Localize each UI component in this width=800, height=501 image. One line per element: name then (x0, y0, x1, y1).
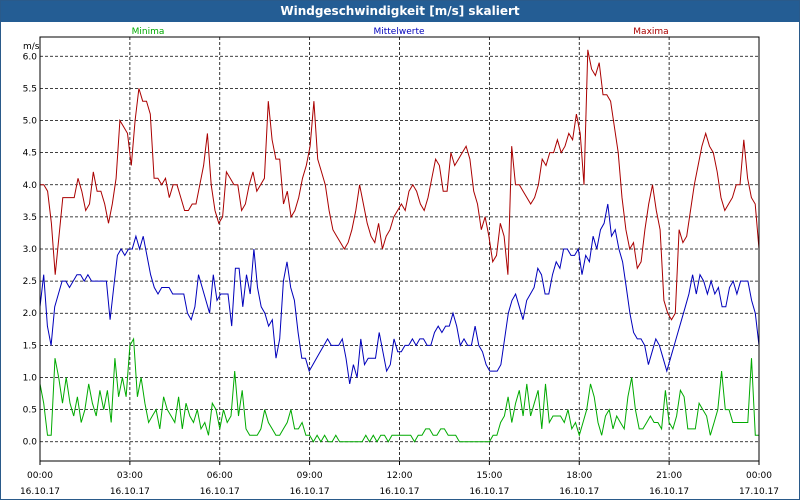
series-line-mittelwerte (39, 203, 760, 384)
x-tick-date: 16.10.17 (20, 487, 60, 497)
y-tick-label: 3.0 (23, 245, 38, 255)
y-tick-label: 0.0 (23, 438, 38, 448)
x-tick-time: 06:00 (207, 471, 233, 481)
y-tick-label: 2.0 (23, 309, 38, 319)
y-tick-label: 1.0 (23, 373, 38, 383)
y-tick-label: 3.5 (23, 213, 37, 223)
y-tick-label: 5.0 (23, 117, 38, 127)
grid (39, 37, 760, 461)
x-axis-ticks: 00:00 16.10.17 03:00 16.10.17 06:00 16.10.17 0… (20, 461, 779, 497)
window-title: Windgeschwindigkeit [m/s] skaliert (1, 1, 799, 22)
y-tick-label: 0.5 (23, 406, 37, 416)
legend-mittelwerte: Mittelwerte (373, 27, 424, 37)
y-tick-label: 2.5 (23, 277, 37, 287)
y-tick-label: 6.0 (23, 52, 38, 62)
series-line-minima (39, 337, 759, 443)
y-tick-label: 1.5 (23, 341, 37, 351)
y-axis-ticks: 0.0 0.5 1.0 1.5 2.0 2.5 3.0 3.5 4.0 4.5 5.0 5.5 6.0 (23, 52, 38, 447)
x-tick-time: 21:00 (656, 471, 682, 481)
x-tick-date: 16.10.17 (290, 487, 330, 497)
x-tick-time: 00:00 (746, 471, 772, 481)
x-tick-date: 16.10.17 (649, 487, 689, 497)
series-line-maxima (40, 49, 760, 321)
x-tick-date: 16.10.17 (379, 487, 419, 497)
x-tick-date: 16.10.17 (559, 487, 599, 497)
x-tick-time: 15:00 (476, 471, 502, 481)
series-lines (39, 49, 760, 443)
x-tick-date: 16.10.17 (200, 487, 240, 497)
legend-maxima: Maxima (633, 27, 668, 37)
x-tick-time: 03:00 (117, 471, 143, 481)
legend-minima: Minima (132, 27, 165, 37)
x-tick-time: 12:00 (387, 471, 413, 481)
y-axis-label: m/s (23, 42, 40, 52)
y-tick-label: 4.5 (23, 149, 37, 159)
x-tick-date: 17.10.17 (739, 487, 779, 497)
y-tick-label: 4.0 (23, 181, 38, 191)
legend: Minima Mittelwerte Maxima (132, 27, 669, 37)
x-tick-time: 18:00 (566, 471, 592, 481)
x-tick-date: 16.10.17 (110, 487, 150, 497)
x-tick-date: 16.10.17 (469, 487, 509, 497)
x-tick-time: 09:00 (297, 471, 323, 481)
y-tick-label: 5.5 (23, 84, 37, 94)
x-tick-time: 00:00 (27, 471, 53, 481)
